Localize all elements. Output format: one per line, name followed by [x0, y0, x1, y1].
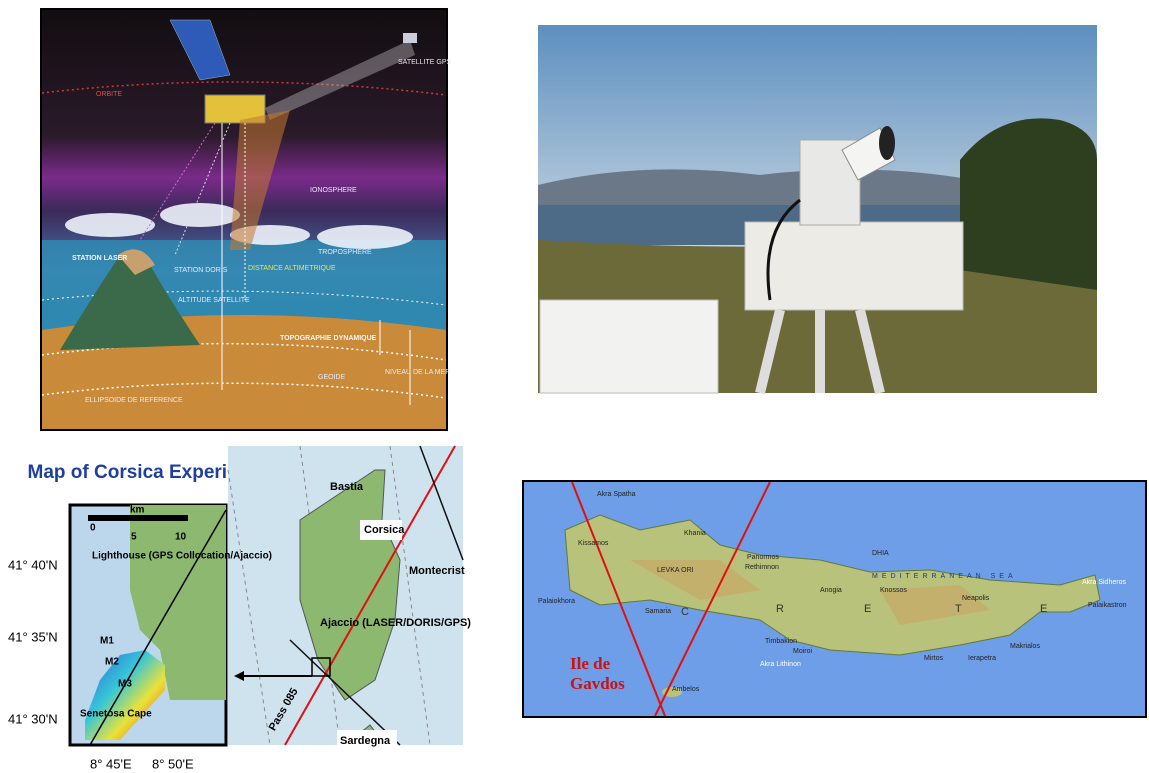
place-label: Ajaccio (LASER/DORIS/GPS): [320, 617, 471, 629]
laser-station-photo: [538, 25, 1097, 395]
place-label: Palaikastron: [1088, 602, 1127, 609]
label: STATION LASER: [72, 255, 127, 262]
mark-label: M3: [118, 679, 132, 690]
label: TROPOSPHERE: [318, 249, 372, 256]
scale-tick: 0: [90, 523, 96, 534]
label: IONOSPHERE: [310, 187, 357, 194]
place-label: Akra Sidheros: [1082, 579, 1126, 586]
place-label: MEDITERRANEAN SEA: [872, 573, 1017, 580]
map-title: Map of Corsica Experiment: [28, 462, 274, 483]
lighthouse-label: Lighthouse (GPS Collocation/Ajaccio): [92, 551, 272, 562]
label: GEOIDE: [318, 374, 346, 381]
cape-label: Senetosa Cape: [80, 709, 152, 720]
place-label: Samaria: [645, 608, 671, 615]
place-label: Ambelos: [672, 686, 700, 693]
place-label: Panormos: [747, 554, 779, 561]
latitude-label: 41° 40'N: [8, 557, 58, 572]
place-label: Sardegna: [340, 735, 391, 747]
place-label: Anogia: [820, 587, 842, 594]
island-letter: E: [864, 603, 874, 615]
place-label: Rethimnon: [745, 564, 779, 571]
longitude-label: 8° 50'E: [152, 756, 194, 771]
label: DISTANCE ALTIMETRIQUE: [248, 265, 336, 272]
place-label: Akra Spatha: [597, 491, 636, 498]
place-label: DHIA: [872, 550, 889, 557]
place-label: Knossos: [880, 587, 907, 594]
label: ORBITE: [96, 91, 122, 98]
scale-tick: 10: [175, 532, 187, 543]
place-label: Montecrist: [409, 565, 465, 577]
place-label: Khania: [684, 530, 706, 537]
label: ALTITUDE SATELLITE: [178, 297, 250, 304]
place-label: Bastia: [330, 481, 364, 493]
island-letter: E: [1040, 603, 1050, 615]
place-label: LEVKA ORI: [657, 567, 694, 574]
place-label: Palaiokhora: [538, 598, 575, 605]
longitude-label: 8° 45'E: [90, 756, 132, 771]
mark-label: M1: [100, 636, 114, 647]
scale-unit: km: [130, 505, 145, 516]
island-letter: R: [776, 603, 787, 615]
island-letter: C: [681, 606, 692, 618]
label: STATION DORIS: [174, 267, 228, 274]
island-letter: T: [955, 603, 965, 615]
place-label: Moiroi: [793, 648, 813, 655]
label: TOPOGRAPHIE DYNAMIQUE: [280, 335, 377, 342]
latitude-label: 41° 30'N: [8, 711, 58, 726]
track: [284, 445, 456, 746]
label: SATELLITE GPS: [398, 59, 451, 66]
place-label: Ierapetra: [968, 655, 996, 662]
corsica-map: Map of Corsica Experiment Bastia Corsica…: [8, 445, 471, 771]
place-label: Akra Lithinon: [760, 661, 801, 668]
satellite-illustration: SATELLITE GPS ORBITE IONOSPHERE STATION …: [40, 8, 451, 431]
place-label: Timbakion: [765, 638, 797, 645]
place-label: Mirtos: [924, 655, 944, 662]
label: ELLIPSOIDE DE REFERENCE: [85, 397, 183, 404]
crete-map: Akra Spatha Kissamos Khania Palaiokhora …: [522, 480, 1147, 718]
place-label: Corsica: [364, 524, 405, 536]
gavdos-label: Ile de Gavdos: [570, 654, 625, 693]
place-label: Neapolis: [962, 595, 990, 602]
latitude-label: 41° 35'N: [8, 629, 58, 644]
place-label: Makrialos: [1010, 643, 1040, 650]
place-label: Kissamos: [578, 540, 609, 547]
scale-tick: 5: [131, 532, 137, 543]
label: NIVEAU DE LA MER: [385, 369, 450, 376]
mark-label: M2: [105, 657, 119, 668]
